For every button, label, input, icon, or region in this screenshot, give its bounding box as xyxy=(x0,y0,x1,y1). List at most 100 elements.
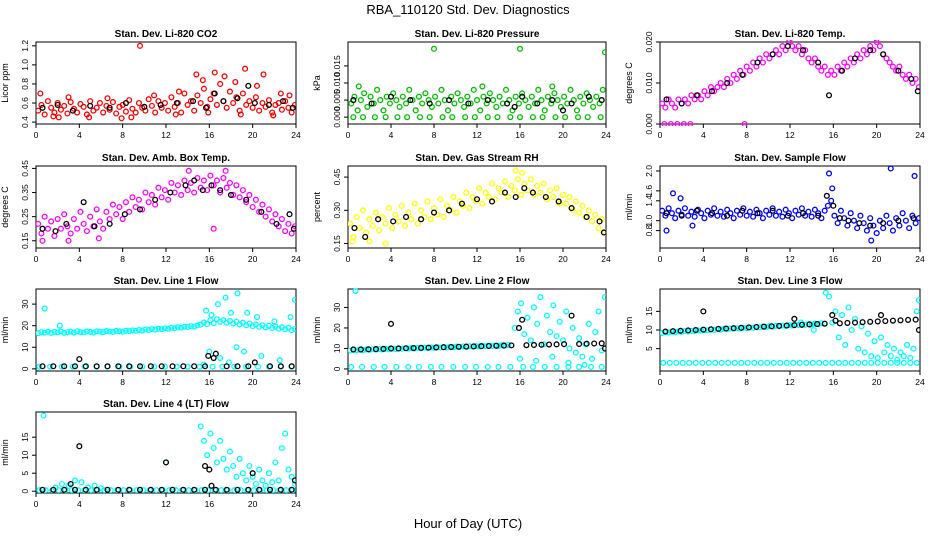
data-point xyxy=(239,187,246,194)
data-point xyxy=(845,304,852,311)
x-tick-label: 12 xyxy=(161,377,171,387)
x-tick-label: 20 xyxy=(872,130,882,140)
data-point xyxy=(717,79,724,87)
data-point xyxy=(851,315,859,322)
data-point xyxy=(239,470,246,477)
data-point xyxy=(440,213,447,221)
data-point xyxy=(57,225,64,232)
data-point xyxy=(270,487,277,494)
data-point xyxy=(139,327,146,334)
data-point xyxy=(877,334,885,341)
x-tick-label: 16 xyxy=(205,499,215,509)
x-tick-label: 24 xyxy=(915,130,925,140)
data-point-black xyxy=(553,341,560,348)
panel-title: Stan. Dev. Li-820 Temp. xyxy=(735,29,846,40)
data-point xyxy=(36,107,42,114)
data-point xyxy=(95,235,102,242)
data-point xyxy=(135,326,142,334)
data-point xyxy=(352,287,359,295)
data-point xyxy=(415,93,423,100)
data-point-black xyxy=(768,323,775,330)
data-point xyxy=(419,100,426,107)
data-point xyxy=(158,104,165,111)
x-tick-label: 20 xyxy=(558,377,568,387)
data-point xyxy=(541,363,548,370)
data-point xyxy=(178,109,185,116)
data-point xyxy=(48,329,55,337)
data-point xyxy=(903,341,911,348)
data-point xyxy=(763,207,770,214)
data-point xyxy=(70,216,77,223)
data-point xyxy=(539,114,546,121)
data-point-black xyxy=(488,198,496,205)
data-point xyxy=(590,103,597,110)
y-tick-label: 0 xyxy=(332,366,342,371)
data-point xyxy=(913,359,920,366)
data-point xyxy=(422,90,429,97)
data-point-black xyxy=(685,327,692,334)
data-point-black xyxy=(136,363,144,370)
data-point xyxy=(810,326,817,334)
data-point-black xyxy=(390,218,397,225)
data-point xyxy=(226,88,233,95)
data-point-black xyxy=(760,323,768,330)
data-point-black xyxy=(448,343,455,351)
data-point-black xyxy=(545,341,553,348)
data-point xyxy=(704,92,711,99)
data-point xyxy=(382,114,389,121)
points-group xyxy=(348,45,606,121)
x-tick-label: 8 xyxy=(120,130,125,140)
data-point-black xyxy=(568,205,575,212)
data-point xyxy=(426,114,433,121)
data-point xyxy=(873,40,880,46)
y-tick-label: 5 xyxy=(644,346,654,351)
data-point xyxy=(912,220,919,227)
data-point xyxy=(285,220,292,227)
data-point xyxy=(881,349,888,356)
data-point xyxy=(663,227,670,234)
data-point xyxy=(36,363,43,370)
data-point xyxy=(132,327,139,334)
data-point-black xyxy=(559,107,567,114)
plot-frame xyxy=(347,288,607,372)
data-point xyxy=(269,109,276,116)
data-point-black xyxy=(784,43,791,50)
data-point xyxy=(803,359,810,366)
data-point xyxy=(191,323,198,330)
data-point-black xyxy=(288,486,295,493)
data-point xyxy=(96,328,103,335)
data-point xyxy=(357,97,364,104)
data-point xyxy=(864,330,872,337)
data-point xyxy=(432,93,439,100)
data-point xyxy=(855,359,862,366)
data-point xyxy=(119,328,126,335)
data-point xyxy=(184,187,191,194)
data-point-black xyxy=(245,82,252,89)
data-point xyxy=(847,210,854,217)
data-point xyxy=(569,324,576,332)
data-point xyxy=(83,228,90,235)
data-point xyxy=(516,45,524,52)
data-point xyxy=(256,466,263,473)
data-point-black xyxy=(867,318,874,325)
data-point xyxy=(808,59,815,66)
data-point xyxy=(854,225,861,232)
x-tick-label: 8 xyxy=(744,377,749,387)
data-point xyxy=(449,114,456,121)
data-point-black xyxy=(234,486,241,493)
panel-10: Stan. Dev. Line 4 (LT) Flow ml/min 0 4 8 12 16… xyxy=(0,399,301,509)
data-point xyxy=(572,349,579,356)
data-point-black xyxy=(106,220,113,227)
x-tick-label: 0 xyxy=(346,254,351,264)
data-point xyxy=(214,301,222,308)
data-point xyxy=(86,114,93,121)
data-point-black xyxy=(245,486,252,493)
data-point xyxy=(883,212,890,219)
data-point xyxy=(278,106,285,113)
data-point-black xyxy=(485,342,492,350)
data-point xyxy=(377,97,384,104)
data-point xyxy=(204,103,211,110)
data-point xyxy=(107,487,114,494)
data-point xyxy=(883,55,890,62)
panel-4: Stan. Dev. Amb. Box Temp. degrees C 0 4 8 12 1… xyxy=(0,153,301,264)
